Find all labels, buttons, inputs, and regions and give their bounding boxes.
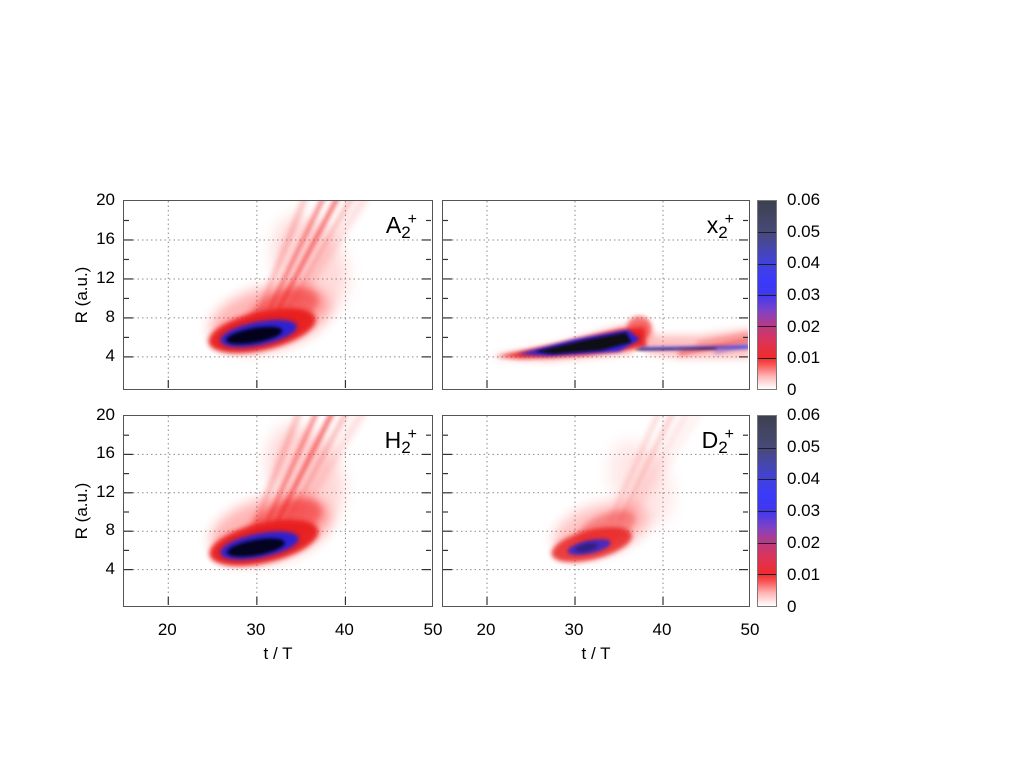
panel-label-a2: A2+: [386, 208, 417, 245]
y-axis-label: R (a.u.): [72, 266, 91, 324]
y-tick-label: 4: [105, 345, 115, 365]
density-feature: [635, 347, 717, 351]
density-feature: [678, 337, 748, 356]
x-tick-label: 20: [476, 620, 496, 639]
density-feature: [294, 201, 366, 306]
colorbar-label: 0: [787, 597, 797, 616]
colorbar-tick: [758, 295, 776, 296]
colorbar-tick: [758, 357, 776, 359]
panel-label-superscript: +: [407, 211, 417, 228]
colorbar-label: 0.03: [787, 285, 821, 304]
colorbar-label: 0.04: [787, 253, 821, 273]
colorbar-label: 0.03: [787, 501, 821, 520]
panel-label-subscript: 2: [718, 223, 728, 242]
panel-label-superscript: +: [407, 426, 417, 443]
heatmap-panel-a2: [123, 200, 433, 390]
x-tick-label: 40: [334, 620, 354, 639]
heatmap-panel-x2: [442, 200, 750, 390]
panel-label-subscript: 2: [401, 438, 411, 457]
colorbar-label: 0.01: [787, 348, 821, 368]
colorbar: [757, 415, 777, 607]
panel-plot-area: [124, 201, 431, 388]
y-tick-label: 8: [105, 520, 115, 540]
colorbar-label: 0.02: [787, 533, 821, 552]
colorbar-label: 0.06: [787, 190, 821, 209]
colorbar-tick: [758, 479, 776, 481]
colorbar-tick: [758, 232, 776, 234]
panel-plot-area: [443, 416, 748, 605]
panel-label-h2: H2+: [385, 423, 417, 460]
y-axis-label: R (a.u.): [72, 482, 91, 540]
x-axis-label: t / T: [581, 644, 611, 663]
heatmap-panel-h2: [123, 415, 433, 607]
density-feature: [617, 416, 674, 524]
panel-label-d2: D2+: [702, 423, 734, 460]
panel-label-base: A: [385, 212, 402, 238]
density-feature: [625, 416, 688, 519]
density-feature: [714, 343, 748, 354]
colorbar-label: 0.02: [787, 316, 821, 336]
colorbar-label: 0.05: [787, 221, 821, 241]
density-feature: [265, 416, 318, 524]
y-tick-label: 20: [96, 405, 115, 424]
density-feature: [226, 326, 283, 345]
panel-label-subscript: 2: [401, 223, 411, 242]
density-feature: [254, 416, 300, 524]
colorbar-label: 0.01: [787, 565, 821, 584]
colorbar-label: 0.05: [787, 437, 821, 456]
colorbar: [757, 200, 777, 390]
panel-label-base: x: [706, 212, 719, 238]
colorbar-tick: [758, 511, 776, 512]
panel-label-subscript: 2: [718, 438, 728, 457]
y-tick-label: 12: [96, 481, 115, 501]
x-tick-label: 20: [157, 620, 177, 639]
density-feature: [575, 543, 598, 552]
panel-label-superscript: +: [724, 211, 734, 228]
colorbar-label: 0: [787, 380, 797, 399]
colorbar-label: 0.04: [787, 469, 821, 488]
x-tick-label: 50: [740, 620, 760, 639]
x-tick-label: 40: [652, 620, 672, 639]
x-tick-label: 30: [246, 620, 266, 639]
density-feature: [535, 332, 632, 354]
x-tick-label: 30: [564, 620, 584, 639]
y-tick-label: 20: [96, 190, 115, 209]
colorbar-tick: [758, 574, 776, 576]
density-feature: [259, 201, 306, 311]
y-tick-label: 16: [96, 228, 115, 248]
y-tick-label: 12: [96, 267, 115, 287]
y-tick-label: 16: [96, 443, 115, 463]
colorbar-label: 0.06: [787, 405, 821, 424]
panel-plot-area: [443, 201, 748, 388]
panel-label-base: H: [384, 427, 402, 453]
y-tick-label: 8: [105, 306, 115, 326]
density-feature: [696, 332, 748, 345]
colorbar-tick: [758, 326, 776, 328]
density-feature: [227, 538, 285, 557]
panel-plot-area: [124, 416, 431, 605]
density-feature: [634, 416, 700, 514]
y-tick-label: 4: [105, 558, 115, 578]
panel-label-superscript: +: [724, 426, 734, 443]
density-feature: [608, 416, 660, 524]
x-tick-label: 50: [423, 620, 443, 639]
density-feature: [268, 201, 325, 311]
panel-label-x2: x2+: [707, 208, 734, 245]
panel-label-base: D: [701, 427, 719, 453]
heatmap-panel-d2: [442, 415, 750, 607]
x-axis-label: t / T: [263, 644, 293, 663]
colorbar-tick: [758, 447, 776, 449]
colorbar-tick: [758, 542, 776, 544]
colorbar-tick: [758, 263, 776, 265]
